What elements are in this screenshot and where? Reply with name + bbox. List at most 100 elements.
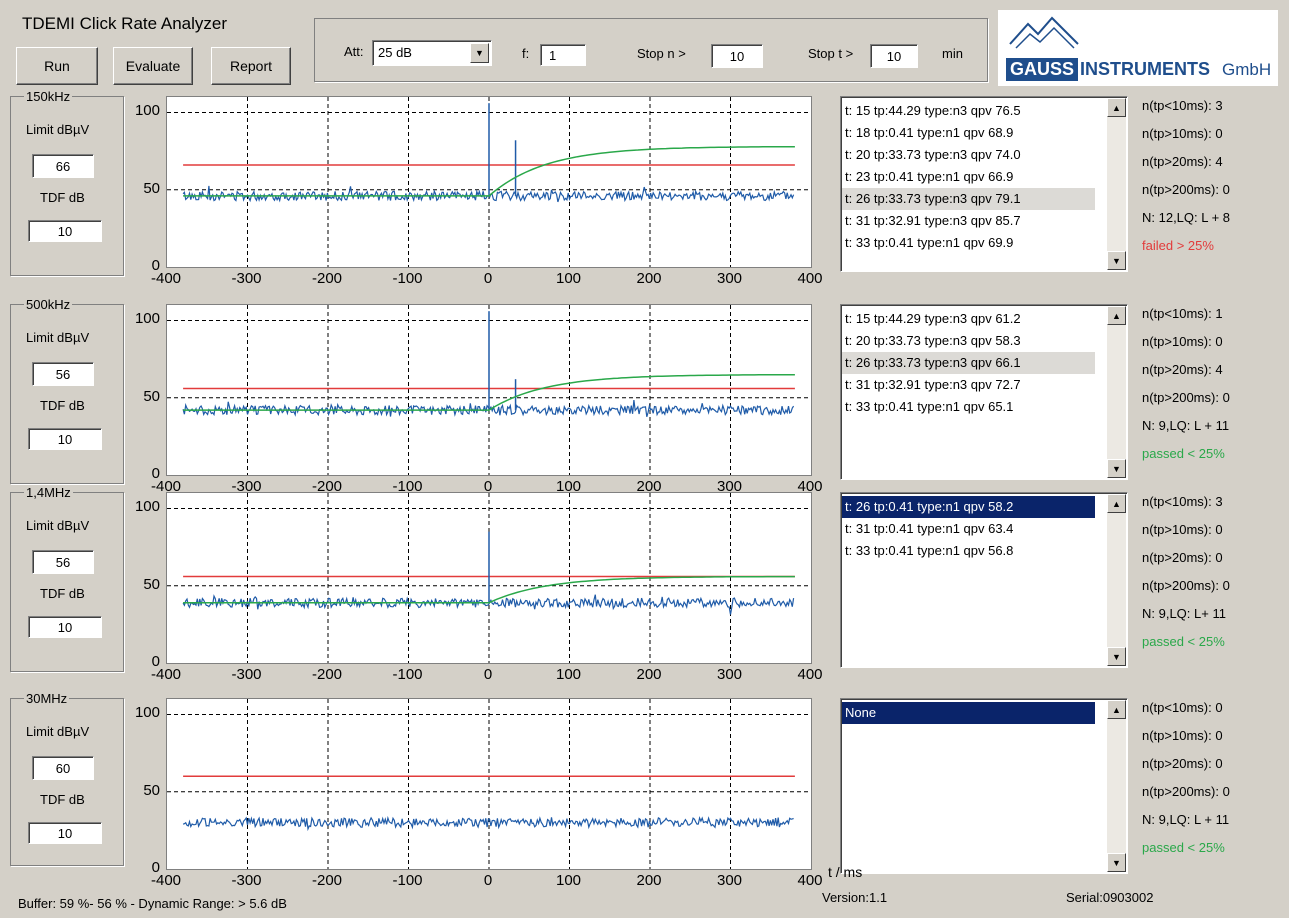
- scroll-down-icon[interactable]: ▼: [1107, 647, 1126, 666]
- list-item[interactable]: t: 31 tp:32.91 type:n3 qpv 85.7: [845, 213, 1021, 228]
- band-label: 150kHz: [24, 89, 73, 104]
- f-input[interactable]: 1: [540, 44, 586, 66]
- x-tick-label: -300: [231, 270, 262, 287]
- pulse-list[interactable]: t: 26 tp:0.41 type:n1 qpv 58.2 t: 31 tp:0…: [840, 492, 1128, 668]
- scroll-up-icon[interactable]: ▲: [1107, 700, 1126, 719]
- pulse-list-scrollbar[interactable]: ▲ ▼: [1107, 98, 1126, 270]
- tdf-label: TDF dB: [40, 792, 85, 807]
- limit-input[interactable]: 56: [32, 550, 94, 574]
- logo-suffix: GmbH: [1222, 60, 1272, 79]
- list-item[interactable]: t: 18 tp:0.41 type:n1 qpv 68.9: [845, 125, 1014, 140]
- tdf-input[interactable]: 10: [28, 822, 102, 844]
- version-label: Version:1.1: [822, 890, 888, 905]
- stop-n-input[interactable]: 10: [711, 44, 763, 68]
- company-logo: GAUSS INSTRUMENTS GmbH: [998, 10, 1278, 86]
- scroll-down-icon[interactable]: ▼: [1107, 459, 1126, 478]
- run-button[interactable]: Run: [16, 47, 98, 85]
- tdf-input[interactable]: 10: [28, 428, 102, 450]
- scroll-up-icon[interactable]: ▲: [1107, 306, 1126, 325]
- limit-label: Limit dBµV: [26, 518, 90, 533]
- x-tick-label: 200: [636, 872, 662, 889]
- scroll-up-icon[interactable]: ▲: [1107, 98, 1126, 117]
- logo-brand: GAUSS: [1006, 58, 1079, 81]
- scroll-up-icon[interactable]: ▲: [1107, 494, 1126, 513]
- serial-label: Serial:0903002: [1066, 890, 1154, 905]
- x-tick-label: 100: [555, 270, 582, 287]
- x-tick-label: -100: [392, 666, 423, 683]
- app-title: TDEMI Click Rate Analyzer: [22, 14, 227, 33]
- stat-result: failed > 25%: [1142, 238, 1214, 253]
- pulse-list-rows: None: [842, 702, 1095, 724]
- chevron-down-icon[interactable]: ▼: [470, 43, 489, 63]
- list-item[interactable]: t: 20 tp:33.73 type:n3 qpv 58.3: [845, 333, 1021, 348]
- band-label: 30MHz: [24, 691, 70, 706]
- tdf-label: TDF dB: [40, 398, 85, 413]
- stop-t-label: Stop t >: [808, 46, 854, 61]
- pulse-list[interactable]: t: 15 tp:44.29 type:n3 qpv 76.5 t: 18 tp:…: [840, 96, 1128, 272]
- limit-input[interactable]: 66: [32, 154, 94, 178]
- x-tick-label: -400: [150, 270, 182, 287]
- stat-lt10: n(tp<10ms): 1: [1142, 306, 1223, 321]
- pulse-list[interactable]: t: 15 tp:44.29 type:n3 qpv 61.2 t: 20 tp:…: [840, 304, 1128, 480]
- stop-t-input[interactable]: 10: [870, 44, 918, 68]
- list-item[interactable]: t: 15 tp:44.29 type:n3 qpv 76.5: [845, 103, 1021, 118]
- time-domain-chart: [166, 96, 812, 268]
- stat-n: N: 9,LQ: L + 11: [1142, 418, 1230, 433]
- x-tick-label: -200: [311, 270, 343, 287]
- pulse-list-scrollbar[interactable]: ▲ ▼: [1107, 700, 1126, 872]
- x-axis-unit: t / ms: [828, 864, 863, 880]
- x-tick-label: 300: [716, 666, 743, 683]
- tdf-input[interactable]: 10: [28, 616, 102, 638]
- stop-n-label: Stop n >: [637, 46, 686, 61]
- list-item[interactable]: None: [842, 702, 1095, 724]
- y-tick-label: 100: [134, 102, 160, 120]
- list-item[interactable]: t: 20 tp:33.73 type:n3 qpv 74.0: [845, 147, 1021, 162]
- evaluate-button[interactable]: Evaluate: [113, 47, 193, 85]
- limit-input[interactable]: 56: [32, 362, 94, 386]
- tdf-input[interactable]: 10: [28, 220, 102, 242]
- pulse-list-rows: t: 15 tp:44.29 type:n3 qpv 61.2 t: 20 tp:…: [842, 308, 1095, 418]
- x-tick-label: -300: [231, 872, 262, 889]
- limit-input[interactable]: 60: [32, 756, 94, 780]
- att-dropdown[interactable]: 25 dB ▼: [372, 40, 492, 66]
- x-tick-label: 200: [636, 478, 662, 495]
- scroll-down-icon[interactable]: ▼: [1107, 251, 1126, 270]
- list-item[interactable]: t: 15 tp:44.29 type:n3 qpv 61.2: [845, 311, 1021, 326]
- stat-lt10: n(tp<10ms): 0: [1142, 700, 1223, 715]
- att-label: Att:: [344, 44, 364, 59]
- x-tick-label: -100: [392, 478, 423, 495]
- stat-result: passed < 25%: [1142, 634, 1225, 649]
- att-value: 25 dB: [378, 45, 412, 60]
- x-tick-label: 400: [797, 666, 823, 683]
- list-item[interactable]: t: 23 tp:0.41 type:n1 qpv 66.9: [845, 169, 1014, 184]
- x-tick-label: 200: [636, 666, 662, 683]
- stat-gt10: n(tp>10ms): 0: [1142, 522, 1223, 537]
- pulse-list-scrollbar[interactable]: ▲ ▼: [1107, 306, 1126, 478]
- report-button[interactable]: Report: [211, 47, 291, 85]
- band-label: 1,4MHz: [24, 485, 73, 500]
- limit-label: Limit dBµV: [26, 122, 90, 137]
- stat-gt200: n(tp>200ms): 0: [1142, 390, 1230, 405]
- x-tick-label: 400: [797, 270, 823, 287]
- scroll-down-icon[interactable]: ▼: [1107, 853, 1126, 872]
- tdf-label: TDF dB: [40, 586, 85, 601]
- list-item[interactable]: t: 33 tp:0.41 type:n1 qpv 56.8: [845, 543, 1014, 558]
- limit-label: Limit dBµV: [26, 724, 90, 739]
- y-tick-label: 50: [143, 387, 160, 405]
- stat-gt200: n(tp>200ms): 0: [1142, 578, 1230, 593]
- stat-gt20: n(tp>20ms): 0: [1142, 550, 1223, 565]
- stat-lt10: n(tp<10ms): 3: [1142, 98, 1223, 113]
- pulse-list[interactable]: None ▲ ▼: [840, 698, 1128, 874]
- pulse-list-scrollbar[interactable]: ▲ ▼: [1107, 494, 1126, 666]
- list-item[interactable]: t: 33 tp:0.41 type:n1 qpv 65.1: [845, 399, 1014, 414]
- list-item[interactable]: t: 31 tp:0.41 type:n1 qpv 63.4: [845, 521, 1014, 536]
- list-item[interactable]: t: 33 tp:0.41 type:n1 qpv 69.9: [845, 235, 1014, 250]
- list-item[interactable]: t: 26 tp:33.73 type:n3 qpv 66.1: [842, 352, 1095, 374]
- list-item[interactable]: t: 26 tp:33.73 type:n3 qpv 79.1: [842, 188, 1095, 210]
- x-tick-label: -300: [231, 478, 262, 495]
- x-tick-label: -300: [231, 666, 262, 683]
- x-tick-label: 400: [797, 872, 823, 889]
- list-item[interactable]: t: 31 tp:32.91 type:n3 qpv 72.7: [845, 377, 1021, 392]
- stat-gt10: n(tp>10ms): 0: [1142, 334, 1223, 349]
- list-item[interactable]: t: 26 tp:0.41 type:n1 qpv 58.2: [842, 496, 1095, 518]
